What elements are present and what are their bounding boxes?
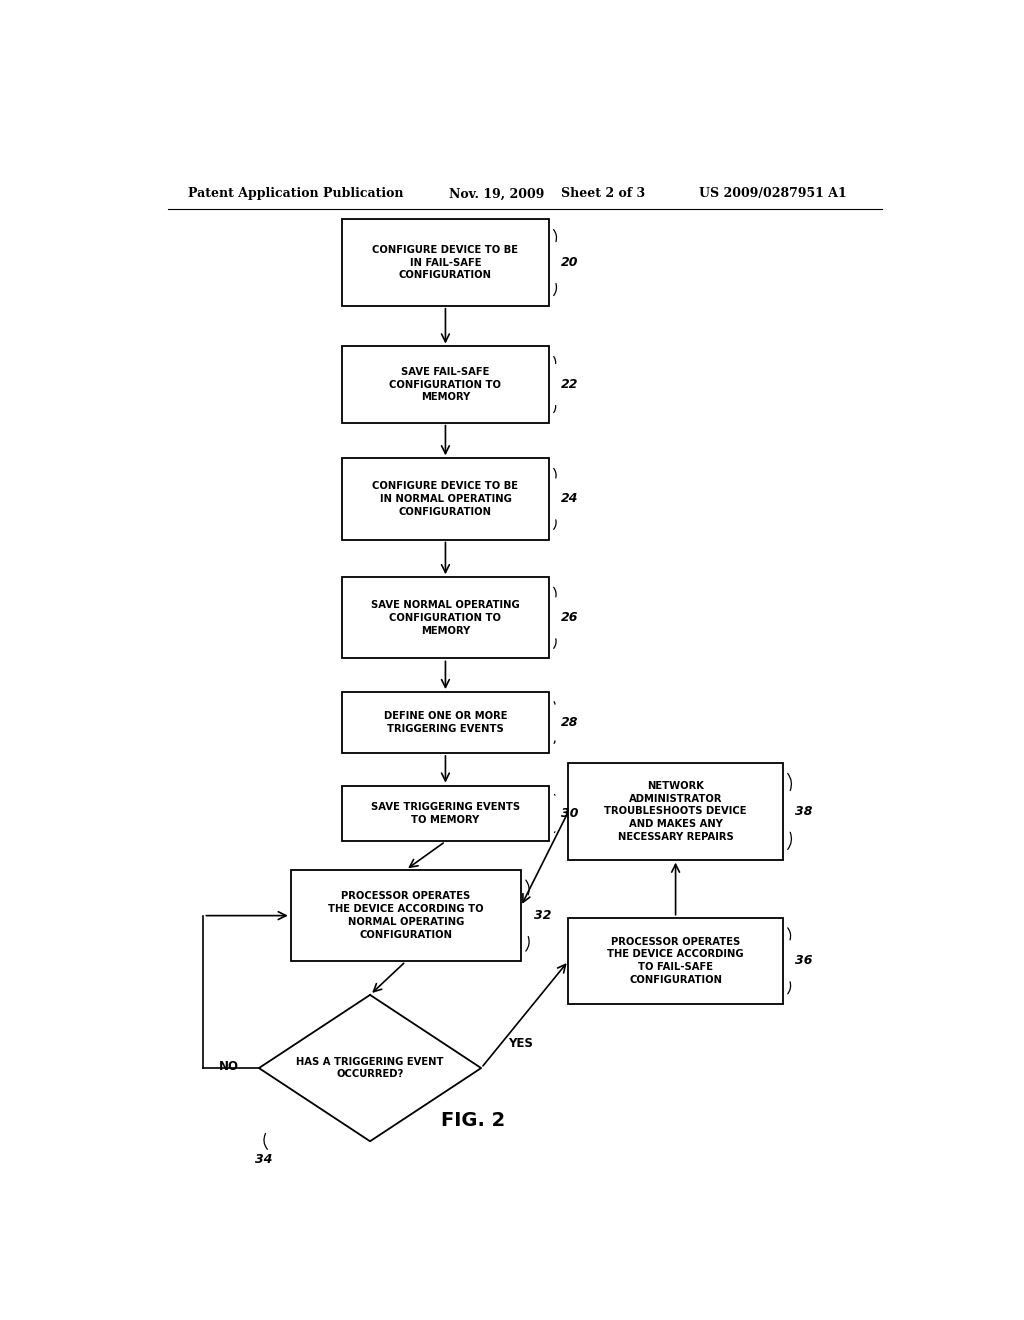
Text: SAVE FAIL-SAFE
CONFIGURATION TO
MEMORY: SAVE FAIL-SAFE CONFIGURATION TO MEMORY — [389, 367, 502, 403]
Bar — [568, 763, 782, 859]
Text: 26: 26 — [561, 611, 579, 624]
Text: FIG. 2: FIG. 2 — [441, 1111, 505, 1130]
Text: 22: 22 — [561, 378, 579, 391]
Bar — [342, 219, 549, 306]
Text: NETWORK
ADMINISTRATOR
TROUBLESHOOTS DEVICE
AND MAKES ANY
NECESSARY REPAIRS: NETWORK ADMINISTRATOR TROUBLESHOOTS DEVI… — [604, 781, 746, 842]
Text: DEFINE ONE OR MORE
TRIGGERING EVENTS: DEFINE ONE OR MORE TRIGGERING EVENTS — [384, 711, 507, 734]
Bar — [342, 346, 549, 422]
Text: SAVE TRIGGERING EVENTS
TO MEMORY: SAVE TRIGGERING EVENTS TO MEMORY — [371, 803, 520, 825]
Text: 28: 28 — [561, 715, 579, 729]
Bar — [291, 870, 521, 961]
Text: 38: 38 — [796, 805, 813, 818]
Text: NO: NO — [219, 1060, 239, 1073]
Text: PROCESSOR OPERATES
THE DEVICE ACCORDING TO
NORMAL OPERATING
CONFIGURATION: PROCESSOR OPERATES THE DEVICE ACCORDING … — [328, 891, 483, 940]
Text: 36: 36 — [796, 954, 813, 968]
Text: Nov. 19, 2009: Nov. 19, 2009 — [450, 187, 545, 201]
Text: PROCESSOR OPERATES
THE DEVICE ACCORDING
TO FAIL-SAFE
CONFIGURATION: PROCESSOR OPERATES THE DEVICE ACCORDING … — [607, 937, 743, 985]
Bar — [342, 577, 549, 659]
Text: CONFIGURE DEVICE TO BE
IN FAIL-SAFE
CONFIGURATION: CONFIGURE DEVICE TO BE IN FAIL-SAFE CONF… — [373, 244, 518, 280]
Text: 20: 20 — [561, 256, 579, 269]
Text: Sheet 2 of 3: Sheet 2 of 3 — [560, 187, 645, 201]
Bar — [342, 458, 549, 540]
Text: SAVE NORMAL OPERATING
CONFIGURATION TO
MEMORY: SAVE NORMAL OPERATING CONFIGURATION TO M… — [371, 601, 520, 636]
Bar — [568, 917, 782, 1005]
Text: Patent Application Publication: Patent Application Publication — [187, 187, 403, 201]
Text: 32: 32 — [534, 909, 551, 923]
Text: YES: YES — [508, 1036, 534, 1049]
Text: US 2009/0287951 A1: US 2009/0287951 A1 — [699, 187, 847, 201]
Bar — [342, 692, 549, 752]
Bar — [342, 785, 549, 841]
Text: CONFIGURE DEVICE TO BE
IN NORMAL OPERATING
CONFIGURATION: CONFIGURE DEVICE TO BE IN NORMAL OPERATI… — [373, 480, 518, 516]
Text: 24: 24 — [561, 492, 579, 506]
Text: 30: 30 — [561, 807, 579, 820]
Text: HAS A TRIGGERING EVENT
OCCURRED?: HAS A TRIGGERING EVENT OCCURRED? — [296, 1057, 443, 1080]
Text: 34: 34 — [255, 1154, 272, 1166]
